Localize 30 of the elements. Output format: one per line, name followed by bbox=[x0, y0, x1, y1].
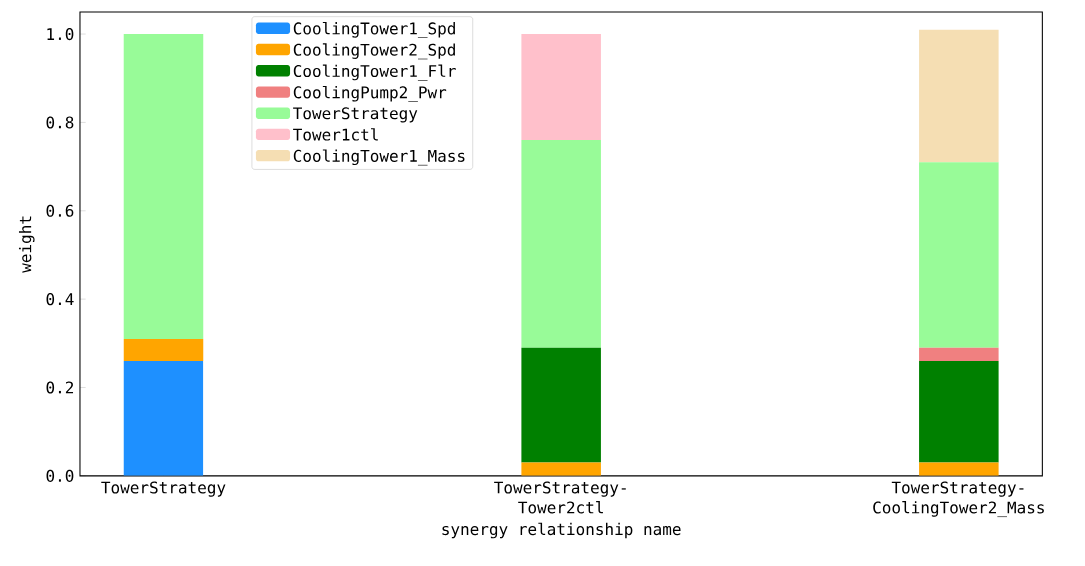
bar bbox=[521, 139, 601, 348]
bar bbox=[123, 360, 204, 476]
legend-label: CoolingTower1_Spd bbox=[293, 21, 455, 38]
bar bbox=[123, 33, 204, 339]
y-tick-label: 0.4 bbox=[46, 292, 74, 305]
y-axis-title: weight bbox=[18, 216, 35, 273]
legend-label: CoolingTower1_Flr bbox=[293, 64, 456, 81]
x-tick-label: TowerStrategy bbox=[101, 481, 226, 497]
bar bbox=[919, 161, 999, 348]
y-tick-label: 0.0 bbox=[46, 469, 74, 482]
y-tick-label: 0.2 bbox=[46, 381, 74, 394]
bar bbox=[521, 462, 601, 476]
x-axis-title: synergy relationship name bbox=[442, 522, 681, 539]
x-tick-label: TowerStrategy-Tower2ctl bbox=[494, 481, 626, 514]
legend-label: TowerStrategy bbox=[293, 106, 418, 123]
y-tick-label: 0.8 bbox=[46, 116, 74, 129]
legend-label: CoolingPump2_Pwr bbox=[293, 85, 447, 102]
bar bbox=[919, 360, 999, 463]
bar bbox=[521, 347, 601, 463]
bar bbox=[919, 462, 999, 476]
bar bbox=[123, 338, 204, 361]
bar bbox=[521, 33, 601, 140]
bar bbox=[919, 347, 999, 361]
x-tick-label: TowerStrategy-CoolingTower2_Mass bbox=[873, 481, 1044, 517]
legend-label: CoolingTower2_Spd bbox=[293, 43, 455, 60]
y-tick-label: 1.0 bbox=[47, 27, 74, 40]
legend-label: CoolingTower1_Mass bbox=[293, 149, 465, 166]
legend-label: Tower1ctl bbox=[293, 127, 378, 141]
bar bbox=[919, 29, 999, 162]
y-tick-label: 0.6 bbox=[46, 204, 74, 217]
